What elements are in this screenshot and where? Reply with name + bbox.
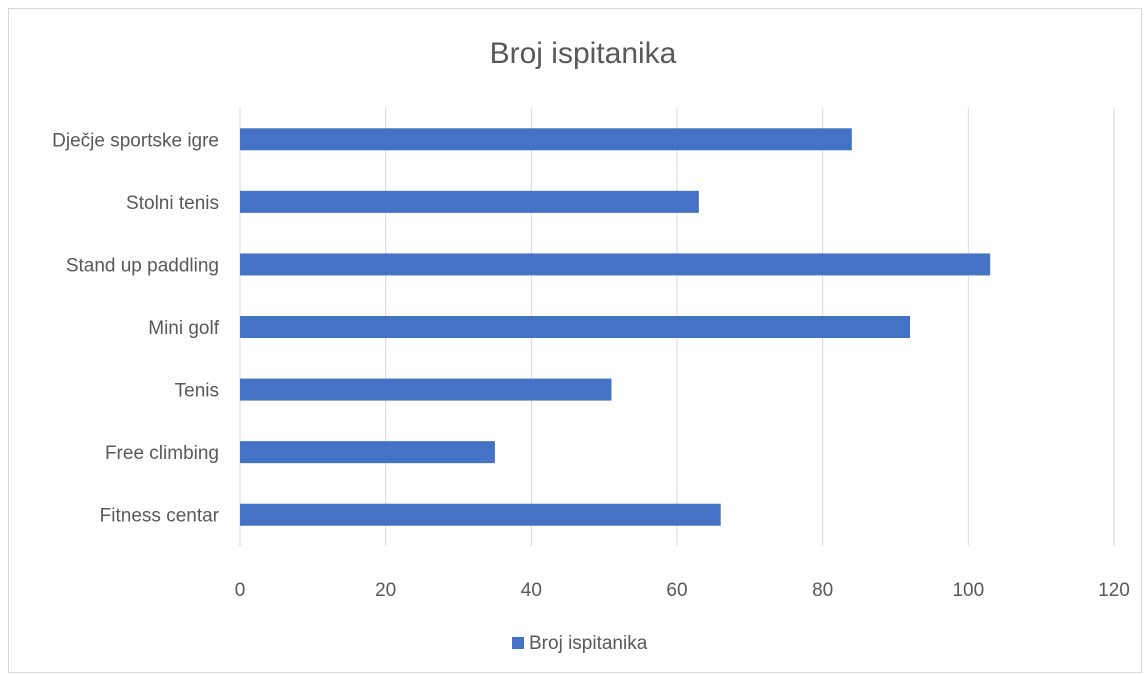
x-tick-label: 100 bbox=[952, 580, 984, 601]
chart-frame bbox=[8, 8, 1142, 673]
value-axis-labels: 0 20 40 60 80 100 120 bbox=[235, 580, 1130, 601]
chart-title: Broj ispitanika bbox=[490, 37, 677, 70]
legend-swatch bbox=[512, 637, 524, 649]
bar-series bbox=[240, 128, 991, 526]
x-tick-label: 120 bbox=[1098, 580, 1130, 601]
category-label: Stand up paddling bbox=[66, 255, 219, 276]
category-label: Fitness centar bbox=[100, 506, 220, 527]
x-tick-label: 20 bbox=[375, 580, 396, 601]
x-tick-label: 60 bbox=[666, 580, 687, 601]
bar bbox=[240, 316, 911, 338]
bar bbox=[240, 253, 991, 276]
category-label: Tenis bbox=[175, 381, 219, 402]
bar bbox=[240, 441, 495, 464]
bar bbox=[240, 378, 612, 401]
category-label: Mini golf bbox=[148, 318, 219, 339]
bar bbox=[240, 128, 852, 151]
legend-label: Broj ispitanika bbox=[529, 633, 648, 654]
bar bbox=[240, 503, 721, 526]
legend: Broj ispitanika bbox=[512, 633, 648, 654]
category-axis-labels: Fitness centar Free climbing Tenis Mini gol… bbox=[52, 130, 220, 526]
x-tick-label: 40 bbox=[521, 580, 542, 601]
category-label: Dječje sportske igre bbox=[52, 130, 219, 151]
bar bbox=[240, 190, 699, 213]
category-label: Free climbing bbox=[105, 443, 219, 464]
x-tick-label: 80 bbox=[812, 580, 833, 601]
category-label: Stolni tenis bbox=[126, 193, 219, 214]
x-tick-label: 0 bbox=[235, 580, 246, 601]
